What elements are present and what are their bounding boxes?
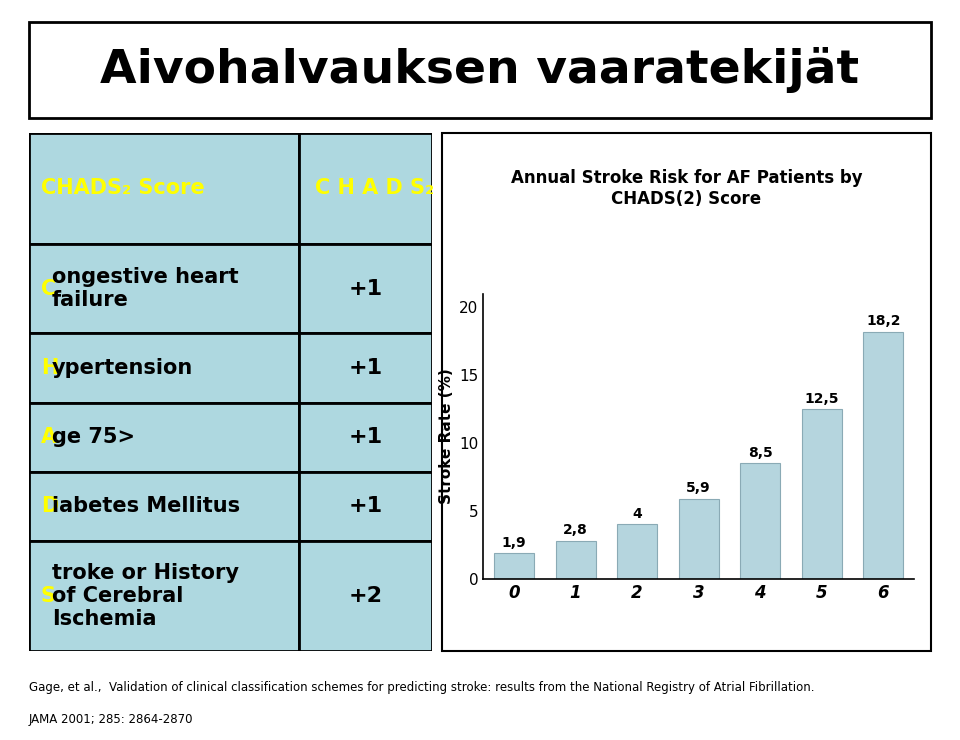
Bar: [299, 243, 432, 334]
Text: +2: +2: [348, 586, 382, 606]
Bar: [29, 334, 299, 403]
Bar: [299, 334, 432, 403]
Text: JAMA 2001; 285: 2864-2870: JAMA 2001; 285: 2864-2870: [29, 713, 193, 726]
Text: 1,9: 1,9: [502, 536, 526, 550]
Text: Annual Stroke Risk for AF Patients by
CHADS(2) Score: Annual Stroke Risk for AF Patients by CH…: [511, 169, 862, 208]
Text: 12,5: 12,5: [804, 391, 839, 406]
Text: D: D: [41, 496, 59, 517]
Bar: [556, 541, 595, 579]
Bar: [299, 471, 432, 541]
Text: C H A D S₂: C H A D S₂: [315, 178, 434, 198]
Bar: [29, 541, 299, 651]
Text: 4: 4: [633, 507, 642, 521]
Y-axis label: Stroke Rate (%): Stroke Rate (%): [439, 369, 453, 504]
Text: ge 75>: ge 75>: [52, 427, 134, 447]
Text: 18,2: 18,2: [866, 314, 900, 329]
Bar: [29, 133, 299, 243]
Text: 5,9: 5,9: [686, 481, 711, 495]
Bar: [29, 471, 299, 541]
Text: ypertension: ypertension: [52, 358, 193, 378]
Bar: [29, 243, 299, 334]
Bar: [679, 499, 719, 579]
Bar: [299, 403, 432, 471]
Bar: [863, 332, 903, 579]
Bar: [802, 409, 842, 579]
Text: +1: +1: [348, 427, 382, 447]
Text: iabetes Mellitus: iabetes Mellitus: [52, 496, 240, 517]
Bar: [494, 553, 534, 579]
Text: ongestive heart
failure: ongestive heart failure: [52, 267, 238, 310]
Text: 2,8: 2,8: [564, 523, 588, 537]
Text: Aivohalvauksen vaaratekijät: Aivohalvauksen vaaratekijät: [101, 47, 859, 93]
Text: H: H: [41, 358, 59, 378]
Text: S: S: [41, 586, 56, 606]
Bar: [299, 133, 432, 243]
Bar: [299, 541, 432, 651]
Text: +1: +1: [348, 358, 382, 378]
Text: +1: +1: [348, 278, 382, 299]
Text: CHADS₂ Score: CHADS₂ Score: [41, 178, 204, 198]
Bar: [29, 403, 299, 471]
Text: troke or History
of Cerebral
Ischemia: troke or History of Cerebral Ischemia: [52, 562, 239, 629]
Text: C: C: [41, 278, 56, 299]
Text: +1: +1: [348, 496, 382, 517]
Bar: [617, 525, 657, 579]
Text: Gage, et al.,  Validation of clinical classification schemes for predicting stro: Gage, et al., Validation of clinical cla…: [29, 681, 814, 693]
Text: 8,5: 8,5: [748, 446, 773, 460]
Bar: [740, 463, 780, 579]
Text: A: A: [41, 427, 57, 447]
